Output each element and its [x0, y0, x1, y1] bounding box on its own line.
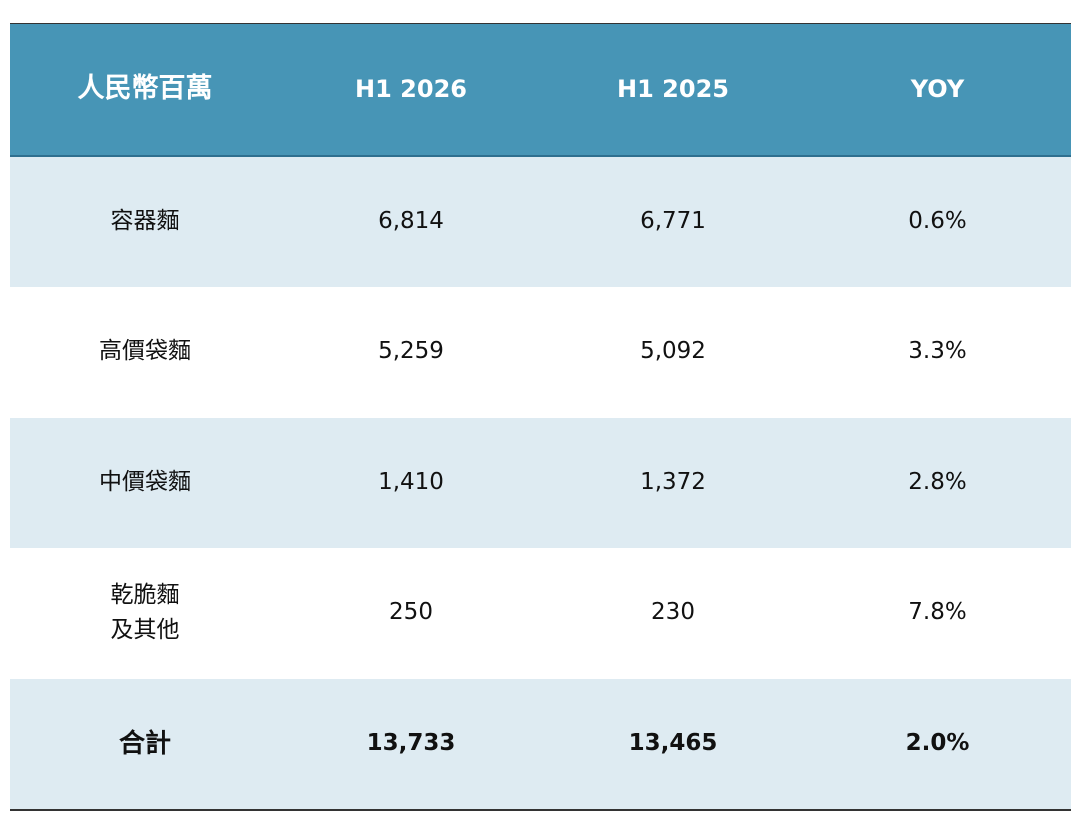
total-h1-2025-value: 13,465	[628, 729, 718, 756]
row-h1-2026-value: 250	[389, 599, 433, 626]
row-h1-2025-value: 5,092	[640, 338, 706, 365]
row-h1-2025-value: 1,372	[640, 468, 706, 495]
table-row: 中價袋麵 1,410 1,372 2.8%	[10, 417, 1071, 548]
total-yoy-value: 2.0%	[905, 729, 970, 756]
row-category-line: 高價袋麵	[99, 338, 191, 365]
row-yoy-value: 7.8%	[908, 599, 967, 626]
header-yoy: YOY	[910, 74, 965, 103]
row-category: 高價袋麵	[10, 334, 280, 370]
row-h1-2026-value: 1,410	[378, 468, 444, 495]
row-h1-2025-value: 6,771	[640, 207, 706, 234]
row-category: 中價袋麵	[10, 465, 280, 501]
row-h1-2025-value: 230	[651, 599, 695, 626]
revenue-table: 人民幣百萬 H1 2026 H1 2025 YOY 容器麵 6,814 6,77…	[10, 23, 1071, 811]
row-category: 乾脆麵 及其他	[10, 578, 280, 649]
header-h1-2026: H1 2026	[355, 74, 467, 103]
header-unit: 人民幣百萬	[77, 73, 213, 105]
table-row: 高價袋麵 5,259 5,092 3.3%	[10, 287, 1071, 418]
row-yoy-value: 2.8%	[908, 468, 967, 495]
row-h1-2026-value: 5,259	[378, 338, 444, 365]
table-row: 乾脆麵 及其他 250 230 7.8%	[10, 548, 1071, 679]
row-category: 容器麵	[10, 204, 280, 240]
row-category-line: 及其他	[110, 617, 180, 644]
row-yoy-value: 3.3%	[908, 338, 967, 365]
row-category-line: 乾脆麵	[110, 581, 180, 608]
row-yoy-value: 0.6%	[908, 207, 967, 234]
table-row: 容器麵 6,814 6,771 0.6%	[10, 156, 1071, 287]
row-category-line: 中價袋麵	[99, 468, 191, 495]
table-header-row: 人民幣百萬 H1 2026 H1 2025 YOY	[10, 24, 1071, 157]
table-total-row: 合計 13,733 13,465 2.0%	[10, 678, 1071, 809]
row-h1-2026-value: 6,814	[378, 207, 444, 234]
row-category-line: 容器麵	[110, 207, 180, 234]
total-label: 合計	[118, 728, 171, 759]
total-h1-2026-value: 13,733	[366, 729, 456, 756]
header-h1-2025: H1 2025	[617, 74, 729, 103]
